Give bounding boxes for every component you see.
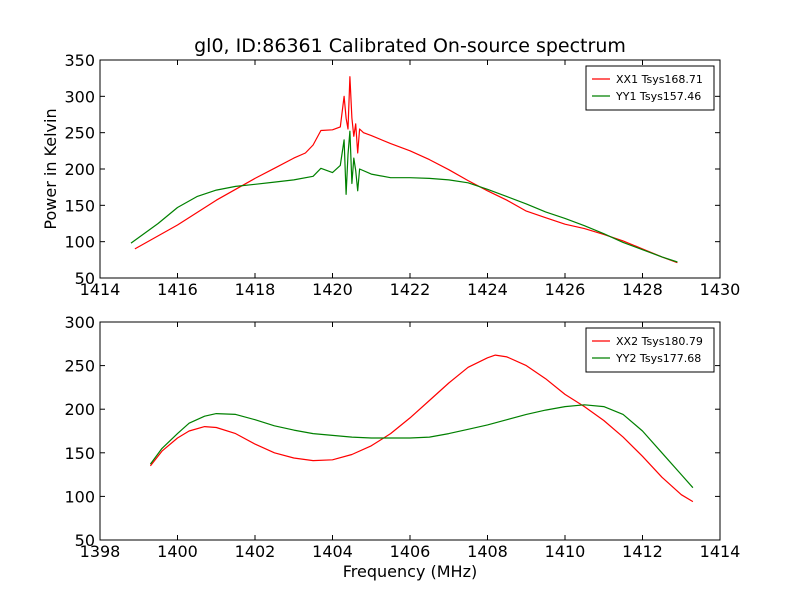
chart-title: gl0, ID:86361 Calibrated On-source spect… — [194, 35, 626, 57]
y-tick-label: 50 — [75, 269, 95, 288]
legend-label: YY1 Tsys157.46 — [615, 90, 701, 103]
x-tick-label: 1428 — [622, 280, 663, 299]
legend-label: XX2 Tsys180.79 — [616, 335, 703, 348]
x-tick-label: 1400 — [157, 542, 198, 561]
y-tick-label: 300 — [64, 87, 95, 106]
x-tick-label: 1402 — [235, 542, 276, 561]
x-tick-label: 1410 — [545, 542, 586, 561]
plot-panel-1: 1414 1416 1418 1420 1422 1424 1426 1428 1430 50 10… — [64, 51, 740, 299]
x-tick-label: 1430 — [700, 280, 741, 299]
x-tick-label: 1426 — [545, 280, 586, 299]
y-tick-label: 250 — [64, 124, 95, 143]
x-tick-label: 1414 — [700, 542, 741, 561]
x-tick-label: 1424 — [467, 280, 508, 299]
y-tick-label: 150 — [64, 196, 95, 215]
legend-label: YY2 Tsys177.68 — [615, 352, 701, 365]
legend: XX2 Tsys180.79 YY2 Tsys177.68 — [585, 327, 715, 373]
x-tick-label: 1408 — [467, 542, 508, 561]
y-tick-label: 100 — [64, 487, 95, 506]
x-tick-label: 1414 — [80, 280, 121, 299]
y-tick-label: 350 — [64, 51, 95, 70]
series-line-2 — [149, 404, 694, 489]
x-tick-label: 1404 — [312, 542, 353, 561]
y-tick-label: 300 — [64, 313, 95, 332]
y-axis-label: Power in Kelvin — [41, 108, 60, 229]
legend: XX1 Tsys168.71 YY1 Tsys157.46 — [585, 65, 715, 111]
y-tick-label: 50 — [75, 531, 95, 550]
x-tick-label: 1406 — [390, 542, 431, 561]
x-tick-label: 1416 — [157, 280, 198, 299]
x-tick-label: 1418 — [235, 280, 276, 299]
x-axis-label: Frequency (MHz) — [343, 562, 477, 581]
x-tick-label: 1420 — [312, 280, 353, 299]
series-line-1 — [134, 76, 678, 264]
series-line-1 — [149, 354, 694, 503]
y-tick-label: 100 — [64, 233, 95, 252]
y-tick-label: 250 — [64, 357, 95, 376]
y-tick-label: 200 — [64, 160, 95, 179]
x-tick-label: 1422 — [390, 280, 431, 299]
legend-label: XX1 Tsys168.71 — [616, 73, 703, 86]
x-tick-label: 1398 — [80, 542, 121, 561]
y-tick-label: 200 — [64, 400, 95, 419]
series-line-2 — [130, 130, 678, 263]
x-tick-label: 1412 — [622, 542, 663, 561]
legend-box — [585, 327, 715, 373]
y-tick-label: 150 — [64, 444, 95, 463]
legend-box — [585, 65, 715, 111]
plot-panel-2: 1398 1400 1402 1404 1406 1408 1410 1412 1414 50 10… — [64, 313, 740, 561]
